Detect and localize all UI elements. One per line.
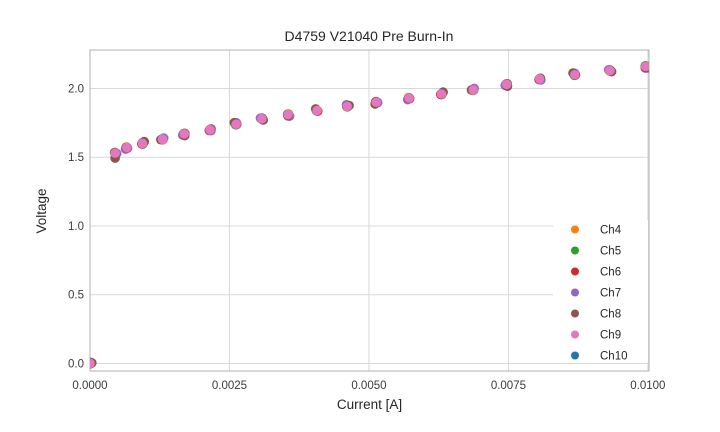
data-point-Ch9	[312, 105, 322, 116]
legend-marker-Ch4	[571, 225, 579, 234]
legend-marker-Ch6	[571, 267, 579, 276]
data-point-Ch9	[404, 93, 414, 103]
legend-label: Ch7	[600, 288, 621, 300]
data-point-Ch9	[501, 79, 512, 90]
data-point-Ch9	[137, 138, 148, 149]
legend-item-Ch5: Ch5	[571, 246, 621, 258]
legend-marker-Ch5	[571, 246, 579, 255]
data-point-Ch9	[231, 119, 241, 130]
x-axis-label: Current [A]	[337, 397, 402, 412]
legend-label: Ch10	[600, 351, 628, 363]
data-point-Ch9	[122, 142, 132, 153]
data-point-Ch9	[257, 113, 267, 124]
legend-item-Ch9: Ch9	[571, 330, 621, 342]
y-tick-label: 0.0	[68, 358, 84, 370]
legend-background	[553, 220, 648, 362]
x-tick-label: 0.0100	[630, 380, 665, 392]
legend-marker-Ch7	[571, 288, 579, 297]
y-tick-label: 1.0	[68, 221, 84, 233]
data-point-Ch9	[157, 134, 168, 145]
x-tick-label: 0.0075	[491, 380, 526, 392]
data-point-Ch9	[110, 148, 120, 158]
data-points	[90, 61, 649, 369]
legend-label: Ch5	[600, 246, 621, 258]
legend-label: Ch6	[600, 267, 621, 279]
data-point-Ch9	[205, 124, 215, 135]
y-tick-label: 2.0	[68, 83, 84, 95]
plot-border	[89, 49, 650, 372]
legend-item-Ch6: Ch6	[571, 267, 621, 279]
legend-item-Ch4: Ch4	[571, 225, 622, 237]
legend-label: Ch4	[600, 225, 622, 237]
y-tick-label: 1.5	[68, 152, 84, 164]
x-tick-label: 0.0000	[72, 380, 107, 392]
legend-item-Ch7: Ch7	[571, 288, 621, 300]
legend-marker-Ch10	[571, 351, 579, 360]
data-point-Ch9	[371, 97, 381, 108]
data-point-Ch9	[570, 69, 580, 80]
legend-marker-Ch9	[571, 330, 579, 339]
legend-label: Ch9	[600, 330, 621, 342]
legend: Ch4 Ch5 Ch6 Ch7 Ch8 Ch9 Ch10	[553, 220, 648, 363]
tick-labels: 0.0000 0.0025 0.0050 0.0075 0.0100 0.0 0.5 1.0 1…	[68, 83, 665, 392]
data-point-Ch9	[534, 74, 545, 84]
x-tick-label: 0.0050	[351, 380, 386, 392]
data-point-Ch9	[640, 61, 649, 72]
legend-marker-Ch8	[571, 309, 579, 318]
legend-label: Ch8	[600, 309, 621, 321]
chart-title: D4759 V21040 Pre Burn-In	[285, 28, 454, 44]
y-tick-label: 0.5	[68, 290, 84, 302]
data-point-Ch9	[468, 85, 479, 95]
y-axis-label: Voltage	[34, 188, 49, 233]
data-point-Ch9	[436, 89, 447, 99]
data-point-Ch9	[342, 101, 352, 112]
data-point-Ch9	[90, 358, 95, 369]
gridlines	[89, 50, 649, 371]
x-tick-label: 0.0025	[212, 380, 247, 392]
data-point-Ch9	[179, 129, 190, 139]
legend-item-Ch10: Ch10	[571, 351, 628, 363]
data-point-Ch9	[283, 109, 293, 120]
legend-item-Ch8: Ch8	[571, 309, 621, 321]
data-point-Ch9	[605, 65, 615, 76]
